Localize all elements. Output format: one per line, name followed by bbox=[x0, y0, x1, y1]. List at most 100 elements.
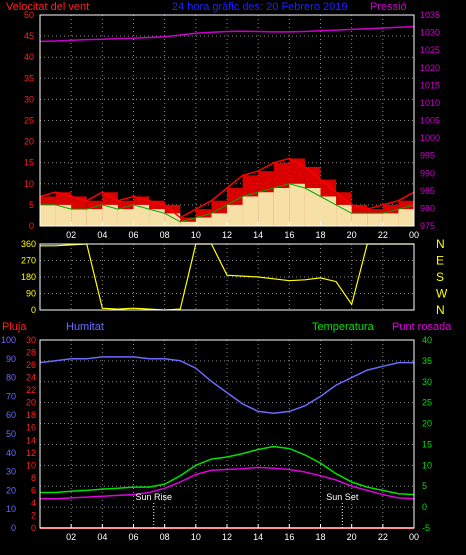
pressure-axis-tick-label: 990 bbox=[420, 168, 435, 178]
direction-axis-tick-label: 90 bbox=[26, 289, 36, 299]
humidity-axis-tick-label: 100 bbox=[1, 335, 16, 345]
wind-average-bar bbox=[164, 213, 181, 226]
rain-axis-tick-label: 30 bbox=[26, 335, 36, 345]
wind-x-tick-label: 04 bbox=[97, 230, 107, 240]
wind-average-bar bbox=[258, 192, 274, 226]
wind-speed-axis-tick-label: 40 bbox=[24, 52, 34, 62]
wind-speed-axis-tick-label: 35 bbox=[24, 73, 34, 83]
wind-average-bar bbox=[117, 209, 134, 226]
wind-average-bar bbox=[71, 209, 87, 226]
wind-average-bar bbox=[195, 217, 212, 226]
sun-marker-label: Sun Rise bbox=[135, 492, 172, 502]
humidity-axis-tick-label: 50 bbox=[6, 429, 16, 439]
wind-average-bar bbox=[133, 204, 150, 226]
wind-x-tick-label: 02 bbox=[66, 230, 76, 240]
wind-average-bar bbox=[289, 183, 305, 226]
temperature-x-tick-label: 10 bbox=[191, 532, 201, 542]
direction-axis-tick-label: 270 bbox=[21, 256, 36, 266]
humidity-axis-tick-label: 40 bbox=[6, 448, 16, 458]
rain-axis-tick-label: 10 bbox=[26, 460, 36, 470]
rain-axis-tick-label: 14 bbox=[26, 435, 36, 445]
dewpoint-line bbox=[40, 466, 415, 500]
temperature-axis-tick-label: 40 bbox=[422, 335, 432, 345]
wind-x-tick-label: 14 bbox=[253, 230, 263, 240]
wind-average-bar bbox=[227, 204, 243, 226]
direction-letter: N bbox=[436, 237, 445, 251]
pressure-axis-tick-label: 1000 bbox=[420, 133, 440, 143]
direction-axis-tick-label: 180 bbox=[21, 272, 36, 282]
rain-axis-tick-label: 2 bbox=[31, 510, 36, 520]
wind-x-tick-label: 12 bbox=[222, 230, 232, 240]
wind-average-bar bbox=[180, 221, 196, 226]
temperature-axis-tick-label: 15 bbox=[422, 439, 432, 449]
pressure-axis-tick-label: 995 bbox=[420, 151, 435, 161]
rain-axis-tick-label: 8 bbox=[31, 473, 36, 483]
dewpoint-label: Punt rosada bbox=[392, 321, 452, 333]
wind-average-bar bbox=[211, 213, 227, 226]
wind-x-tick-label: 00 bbox=[409, 230, 419, 240]
rain-axis-tick-label: 12 bbox=[26, 448, 36, 458]
temperature-x-tick-label: 00 bbox=[409, 532, 419, 542]
wind-average-bar bbox=[102, 204, 118, 226]
temperature-x-tick-label: 20 bbox=[347, 532, 357, 542]
wind-speed-axis-tick-label: 45 bbox=[24, 31, 34, 41]
pressure-axis-tick-label: 1020 bbox=[420, 63, 440, 73]
wind-speed-axis-tick-label: 15 bbox=[24, 158, 34, 168]
direction-panel-frame bbox=[39, 243, 415, 311]
wind-average-bar bbox=[320, 196, 337, 226]
wind-average-bar bbox=[40, 204, 56, 226]
pressure-axis-tick-label: 1030 bbox=[420, 28, 440, 38]
wind-average-bar bbox=[351, 213, 368, 226]
temperature-x-tick-label: 12 bbox=[222, 532, 232, 542]
wind-speed-axis-tick-label: 20 bbox=[24, 137, 34, 147]
rain-axis-tick-label: 28 bbox=[26, 348, 36, 358]
humidity-axis-tick-label: 60 bbox=[6, 410, 16, 420]
humidity-line bbox=[39, 356, 414, 415]
humidity-axis-tick-label: 30 bbox=[6, 467, 16, 477]
direction-axis-tick-label: 360 bbox=[21, 239, 36, 249]
humidity-axis-tick-label: 70 bbox=[6, 391, 16, 401]
temperature-axis-tick-label: 35 bbox=[422, 356, 432, 366]
temperature-x-tick-label: 08 bbox=[160, 532, 170, 542]
wind-average-bar bbox=[398, 209, 414, 226]
wind-x-tick-label: 16 bbox=[284, 230, 294, 240]
pressure-label: Pressió bbox=[370, 1, 407, 13]
direction-letter: E bbox=[436, 254, 444, 268]
humidity-axis-tick-label: 80 bbox=[6, 373, 16, 383]
temperature-x-tick-label: 02 bbox=[66, 532, 76, 542]
pressure-axis-tick-label: 1005 bbox=[420, 116, 440, 126]
wind-average-bar bbox=[55, 204, 72, 226]
wind-x-tick-label: 08 bbox=[160, 230, 170, 240]
direction-letter: W bbox=[436, 287, 448, 301]
pressure-line bbox=[39, 25, 415, 43]
temperature-axis-tick-label: 20 bbox=[422, 419, 432, 429]
wind-x-tick-label: 10 bbox=[191, 230, 201, 240]
temperature-axis-tick-label: 25 bbox=[422, 398, 432, 408]
sun-marker-label: Sun Set bbox=[326, 492, 359, 502]
wind-average-bar bbox=[367, 213, 383, 226]
humidity-axis-tick-label: 10 bbox=[6, 504, 16, 514]
pressure-axis-tick-label: 985 bbox=[420, 186, 435, 196]
humidity-axis-tick-label: 90 bbox=[6, 354, 16, 364]
pressure-axis-tick-label: 1025 bbox=[420, 45, 440, 55]
temperature-x-tick-label: 14 bbox=[253, 532, 263, 542]
wind-x-tick-label: 22 bbox=[378, 230, 388, 240]
wind-average-bar bbox=[304, 188, 321, 226]
temperature-axis-tick-label: 10 bbox=[422, 460, 432, 470]
chart-marks: 0510152025303540455097598098599099510001… bbox=[1, 10, 448, 542]
wind-average-bar bbox=[382, 213, 399, 226]
wind-x-tick-label: 06 bbox=[128, 230, 138, 240]
wind-average-bar bbox=[149, 209, 165, 226]
temperature-x-tick-label: 04 bbox=[97, 532, 107, 542]
temperature-x-tick-label: 06 bbox=[128, 532, 138, 542]
humidity-axis-tick-label: 0 bbox=[11, 523, 16, 533]
wind-direction-line bbox=[40, 243, 414, 311]
wind-average-bar bbox=[336, 204, 352, 226]
temperature-axis-tick-label: 5 bbox=[422, 481, 427, 491]
wind-speed-axis-tick-label: 50 bbox=[24, 10, 34, 20]
direction-letter: S bbox=[436, 270, 444, 284]
pressure-axis-tick-label: 975 bbox=[420, 221, 435, 231]
wind-average-bar bbox=[273, 188, 290, 226]
